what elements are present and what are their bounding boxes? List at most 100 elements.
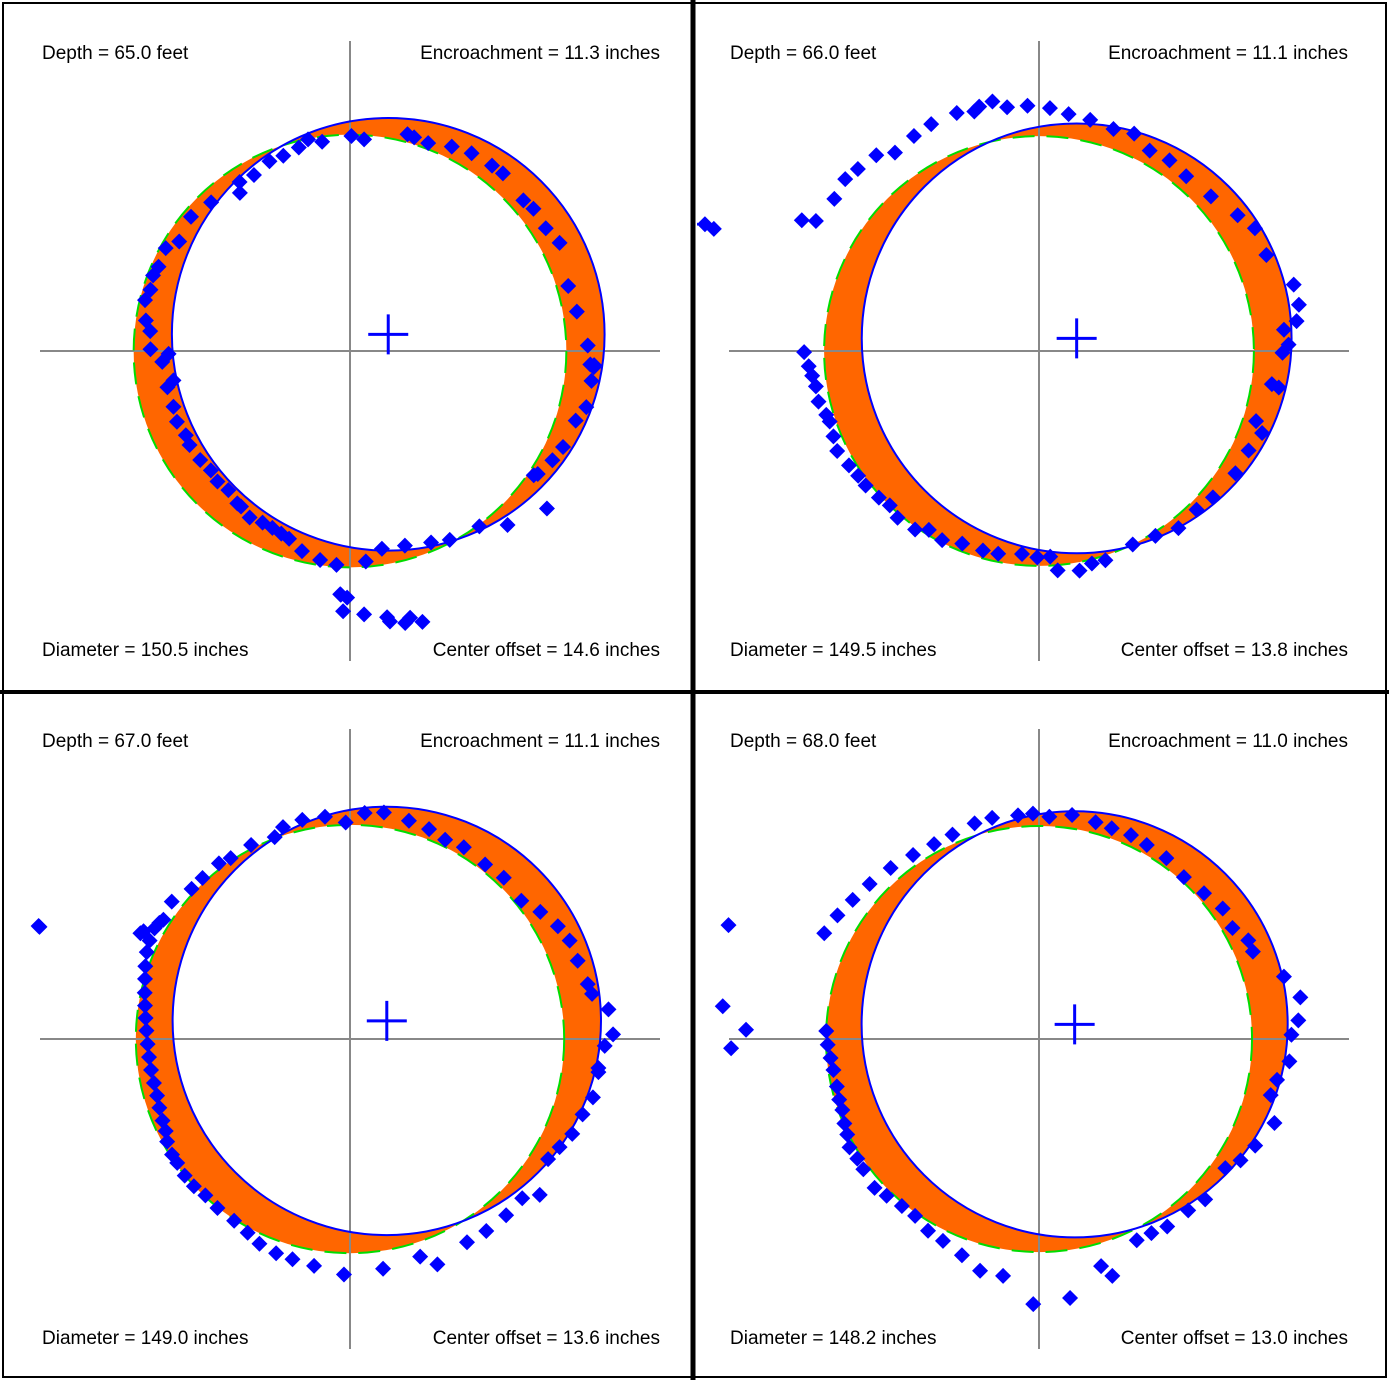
- data-point: [229, 495, 246, 512]
- data-point: [137, 997, 154, 1014]
- data-point: [855, 1161, 872, 1178]
- data-point: [590, 1064, 607, 1081]
- data-point: [569, 952, 586, 969]
- data-point: [800, 358, 817, 375]
- data-point: [1124, 536, 1141, 553]
- data-point: [907, 521, 924, 538]
- data-point: [1247, 1137, 1264, 1154]
- fit-center-cross: [366, 1000, 407, 1041]
- data-point: [605, 1026, 622, 1043]
- data-point: [31, 918, 48, 935]
- data-point: [971, 98, 988, 115]
- data-point: [583, 372, 600, 389]
- data-point: [1254, 424, 1271, 441]
- data-point: [243, 836, 260, 853]
- encroachment-label: Encroachment = 11.3 inches: [420, 43, 660, 64]
- data-point: [157, 240, 174, 257]
- data-point: [1229, 207, 1246, 224]
- data-point: [1180, 1202, 1197, 1219]
- data-point: [245, 167, 262, 184]
- data-point: [1159, 1218, 1176, 1235]
- data-point: [920, 521, 937, 538]
- data-point: [538, 500, 555, 517]
- data-point: [1262, 1087, 1279, 1104]
- encroachment-label: Encroachment = 11.1 inches: [1108, 43, 1348, 64]
- data-point: [818, 1022, 835, 1039]
- data-point: [561, 932, 578, 949]
- data-point: [137, 958, 154, 975]
- data-point: [316, 808, 333, 825]
- panel-depth-65: Depth = 65.0 feet Encroachment = 11.3 in…: [40, 41, 660, 661]
- data-point: [1024, 805, 1041, 822]
- data-point: [231, 173, 248, 190]
- data-point: [1170, 520, 1187, 537]
- data-point: [697, 216, 713, 233]
- data-point: [192, 451, 209, 468]
- data-point: [145, 267, 162, 284]
- diameter-label: Diameter = 150.5 inches: [42, 640, 248, 661]
- data-point: [139, 1036, 156, 1053]
- data-point: [819, 1036, 836, 1053]
- diameter-label: Diameter = 149.0 inches: [42, 1328, 248, 1349]
- data-point: [529, 466, 546, 483]
- data-point: [828, 1078, 845, 1095]
- center-offset-label: Center offset = 13.8 inches: [1121, 640, 1348, 661]
- data-point: [822, 1049, 839, 1066]
- data-point: [145, 1074, 162, 1091]
- data-point: [1202, 188, 1219, 205]
- data-point: [138, 1022, 155, 1039]
- data-point: [1224, 920, 1241, 937]
- data-point: [551, 1139, 568, 1156]
- data-point: [1014, 545, 1031, 562]
- data-point: [793, 212, 810, 229]
- nominal-circle: [823, 135, 1255, 567]
- center-offset-label: Center offset = 13.6 inches: [433, 1328, 660, 1349]
- panel-plot: [40, 41, 660, 661]
- data-point: [495, 869, 512, 886]
- data-point: [154, 1112, 171, 1129]
- data-point: [836, 1115, 853, 1132]
- data-point: [568, 303, 585, 320]
- data-point: [194, 870, 211, 886]
- data-point: [540, 1151, 557, 1168]
- data-point: [210, 855, 227, 872]
- data-point: [796, 344, 813, 361]
- data-point: [881, 497, 898, 514]
- data-point: [1290, 296, 1307, 313]
- data-point: [584, 1089, 601, 1106]
- data-point: [1158, 850, 1175, 867]
- data-point: [697, 222, 699, 227]
- data-point: [437, 831, 454, 848]
- data-point: [185, 1178, 202, 1195]
- data-point: [1071, 562, 1088, 579]
- data-point: [705, 220, 722, 237]
- data-point: [1283, 1026, 1300, 1043]
- data-point: [1227, 465, 1244, 482]
- encroachment-label: Encroachment = 11.1 inches: [420, 731, 660, 752]
- data-point: [1175, 869, 1192, 886]
- data-point: [1269, 1071, 1286, 1088]
- fitted-circle: [170, 116, 606, 552]
- data-point: [183, 880, 200, 897]
- data-point: [934, 532, 951, 549]
- data-point: [578, 399, 595, 416]
- data-point: [356, 805, 373, 822]
- data-point: [1062, 1290, 1079, 1307]
- data-point: [1204, 489, 1221, 506]
- data-point: [1248, 413, 1265, 430]
- data-point: [723, 1040, 740, 1057]
- fit-center-cross: [1056, 318, 1097, 359]
- data-point: [878, 1187, 895, 1204]
- data-point: [857, 477, 874, 494]
- data-point: [498, 1207, 515, 1224]
- fitted-circle: [860, 122, 1293, 555]
- data-point: [1104, 1267, 1121, 1284]
- data-point: [984, 809, 1001, 826]
- data-point: [1143, 1225, 1160, 1242]
- data-point: [220, 482, 237, 499]
- data-point: [720, 917, 737, 934]
- data-point: [1042, 548, 1059, 565]
- data-point: [1244, 943, 1261, 960]
- data-point: [844, 891, 861, 908]
- data-point: [1083, 555, 1100, 572]
